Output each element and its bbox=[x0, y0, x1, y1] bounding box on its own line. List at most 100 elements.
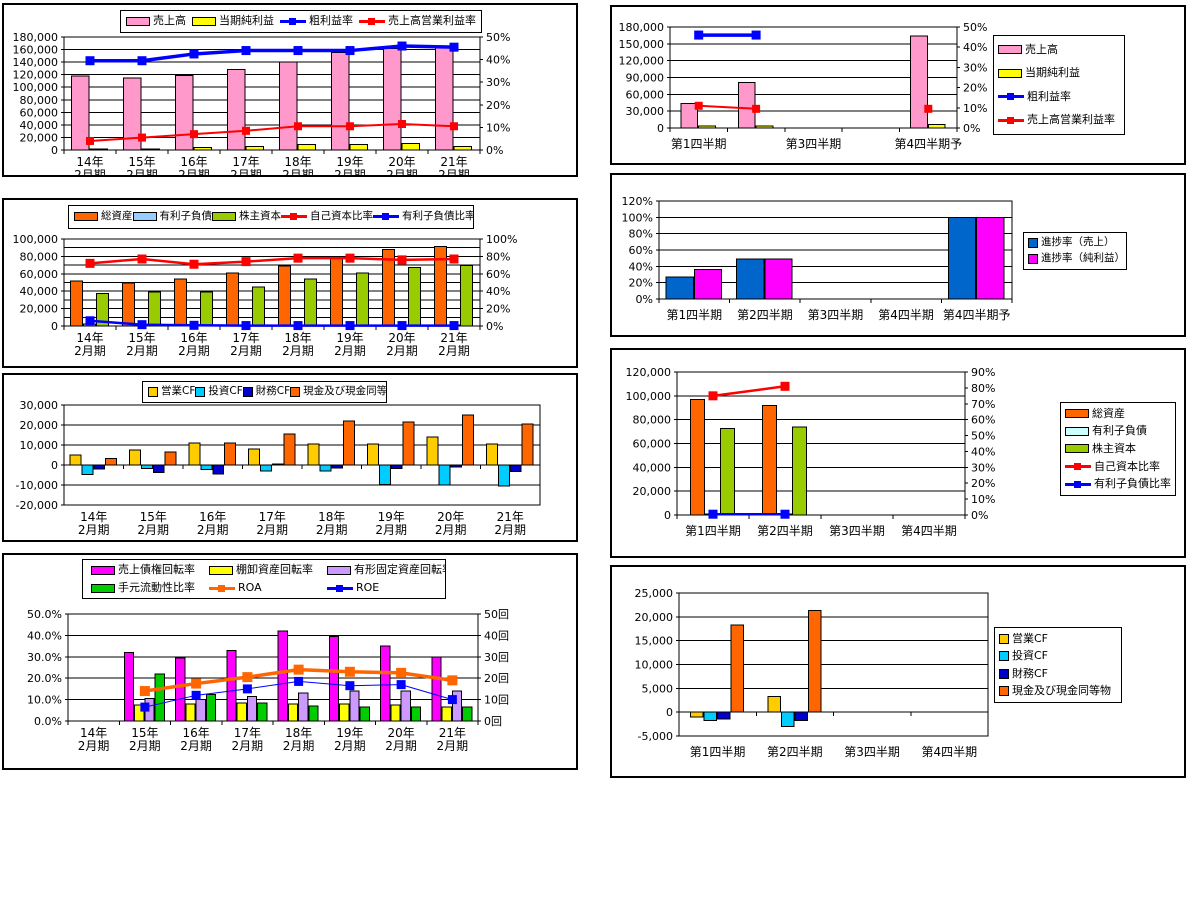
legend-item-有利子負債比率: 有利子負債比率 bbox=[1065, 478, 1171, 490]
svg-text:80,000: 80,000 bbox=[20, 94, 59, 107]
x-axis-ticks bbox=[63, 150, 481, 154]
legend-label: ROE bbox=[356, 580, 380, 594]
legend-key-icon bbox=[148, 386, 158, 397]
svg-text:18年: 18年 bbox=[284, 155, 311, 169]
svg-text:2月期: 2月期 bbox=[256, 523, 288, 537]
legend-item-株主資本: 株主資本 bbox=[212, 211, 281, 223]
legend-quarterly-progress-rate: 進捗率（売上） 進捗率（純利益） bbox=[1023, 232, 1127, 270]
svg-text:150,000: 150,000 bbox=[619, 38, 665, 51]
svg-text:60,000: 60,000 bbox=[626, 88, 665, 101]
legend-key-icon bbox=[290, 386, 301, 397]
svg-text:2月期: 2月期 bbox=[197, 523, 229, 537]
svg-text:20%: 20% bbox=[486, 99, 510, 112]
bars-現金及び現金同等物 bbox=[730, 610, 822, 713]
x-axis-ticks bbox=[669, 128, 958, 132]
left-axis-labels: 100,000 80,000 60,000 40,000 20,000 0 bbox=[13, 233, 64, 333]
svg-text:第3四半期: 第3四半期 bbox=[844, 745, 900, 759]
legend-item-営業CF: 営業CF bbox=[148, 386, 195, 398]
legend-key-icon bbox=[1065, 462, 1091, 471]
legend-label: 現金及び現金同等物 bbox=[1012, 684, 1111, 698]
x-axis-labels: 14年2月期15年2月期16年2月期17年2月期18年2月期19年2月期20年2… bbox=[78, 510, 526, 537]
left-axis-labels: 25,000 20,000 15,000 10,000 5,000 0 -5,000 bbox=[635, 587, 679, 743]
left-axis-labels: 30,000 20,000 10,000 0 -10,000 -20,000 bbox=[16, 399, 64, 512]
svg-text:80%: 80% bbox=[629, 228, 653, 241]
line-粗利益率 bbox=[694, 30, 761, 40]
svg-text:2月期: 2月期 bbox=[178, 344, 210, 358]
svg-text:30回: 30回 bbox=[484, 651, 509, 664]
svg-text:18年: 18年 bbox=[284, 331, 311, 345]
legend-label: 投資CF bbox=[208, 385, 243, 398]
svg-text:60%: 60% bbox=[486, 268, 510, 281]
chart-svg-annual-efficiency-ratios: 50.0% 40.0% 30.0% 20.0% 10.0% 0.0% 50回 40回 30回 20… bbox=[27, 608, 509, 753]
legend-label: 進捗率（純利益） bbox=[1041, 252, 1125, 265]
right-axis-labels: 50回 40回 30回 20回 10回 0回 bbox=[478, 608, 509, 728]
legend-key-icon bbox=[999, 686, 1009, 697]
line-自己資本比率 bbox=[85, 253, 459, 269]
legend-key-icon bbox=[209, 565, 233, 575]
svg-text:21年: 21年 bbox=[439, 726, 466, 740]
svg-text:2月期: 2月期 bbox=[283, 739, 315, 753]
bars-営業CF bbox=[69, 436, 498, 466]
right-axis-labels: 90% 80% 70% 60% 50% 40% 30% 20% 10% 0% bbox=[965, 366, 995, 522]
legend-annual-cash-flow: 営業CF 投資CF 財務CF 現金及び現金同等物 bbox=[142, 381, 387, 403]
legend-label: 有利子負債 bbox=[159, 210, 213, 223]
svg-text:120,000: 120,000 bbox=[13, 69, 59, 82]
legend-label: 粗利益率 bbox=[1027, 89, 1071, 103]
svg-text:21年: 21年 bbox=[440, 331, 467, 345]
bars-進捗率（純利益） bbox=[693, 216, 1005, 300]
legend-item-有利子負債: 有利子負債 bbox=[132, 210, 213, 223]
svg-text:100%: 100% bbox=[622, 211, 653, 224]
svg-text:60%: 60% bbox=[971, 414, 995, 427]
svg-text:10%: 10% bbox=[963, 102, 987, 115]
legend-item-売上高: 売上高 bbox=[126, 15, 186, 27]
legend-label: 株主資本 bbox=[1092, 441, 1136, 455]
svg-text:14年: 14年 bbox=[80, 726, 107, 740]
svg-text:30%: 30% bbox=[486, 76, 510, 89]
svg-text:40%: 40% bbox=[629, 260, 653, 273]
chart-svg-annual-balance-sheet: 100,000 80,000 60,000 40,000 20,000 0 100% 80% 6… bbox=[13, 233, 518, 358]
svg-text:80,000: 80,000 bbox=[633, 414, 672, 427]
svg-text:21年: 21年 bbox=[440, 155, 467, 169]
svg-text:第1四半期: 第1四半期 bbox=[685, 524, 741, 538]
legend-label: 有利子負債 bbox=[1092, 424, 1147, 438]
legend-quarterly-sales-profit: 売上高 当期純利益 粗利益率 売上高営業利益率 bbox=[993, 35, 1125, 135]
legend-label: 粗利益率 bbox=[309, 14, 353, 28]
svg-text:20.0%: 20.0% bbox=[27, 672, 62, 685]
legend-key-icon bbox=[132, 212, 157, 222]
svg-text:0%: 0% bbox=[636, 293, 653, 306]
legend-label: 自己資本比率 bbox=[310, 210, 373, 223]
svg-text:50%: 50% bbox=[963, 21, 987, 34]
svg-text:60%: 60% bbox=[629, 244, 653, 257]
bars-売上高 bbox=[680, 35, 928, 129]
legend-item-当期純利益: 当期純利益 bbox=[192, 15, 274, 27]
legend-key-icon bbox=[1028, 253, 1038, 264]
legend-label: 売上高営業利益率 bbox=[388, 14, 476, 28]
legend-item-売上債権回転率: 売上債権回転率 bbox=[91, 563, 195, 576]
legend-label: 自己資本比率 bbox=[1094, 459, 1160, 473]
svg-text:第2四半期: 第2四半期 bbox=[737, 308, 793, 322]
svg-text:20回: 20回 bbox=[484, 672, 509, 685]
legend-key-icon bbox=[998, 92, 1024, 101]
svg-text:-20,000: -20,000 bbox=[16, 499, 58, 512]
legend-item-現金及び現金同等物: 現金及び現金同等物 bbox=[290, 386, 386, 398]
line-粗利益率 bbox=[85, 41, 459, 66]
svg-text:30,000: 30,000 bbox=[626, 105, 665, 118]
svg-text:20,000: 20,000 bbox=[20, 303, 59, 316]
legend-item-財務CF: 財務CF bbox=[242, 386, 290, 398]
svg-text:14年: 14年 bbox=[80, 510, 107, 524]
x-axis-ticks bbox=[67, 721, 479, 725]
svg-text:2月期: 2月期 bbox=[178, 168, 210, 175]
svg-text:0回: 0回 bbox=[484, 715, 502, 728]
right-axis-labels: 50% 40% 30% 20% 10% 0% bbox=[480, 31, 510, 157]
x-axis-labels: 14年2月期15年2月期16年2月期17年2月期18年2月期19年2月期20年2… bbox=[74, 331, 470, 358]
svg-text:2月期: 2月期 bbox=[137, 523, 169, 537]
legend-key-icon bbox=[998, 116, 1024, 125]
legend-item-ROA: ROA bbox=[209, 581, 313, 594]
svg-text:17年: 17年 bbox=[232, 155, 259, 169]
svg-text:0: 0 bbox=[657, 122, 664, 135]
svg-text:第1四半期: 第1四半期 bbox=[690, 745, 746, 759]
svg-text:140,000: 140,000 bbox=[13, 56, 59, 69]
svg-text:15,000: 15,000 bbox=[635, 635, 674, 648]
svg-text:20,000: 20,000 bbox=[20, 131, 59, 144]
svg-text:20年: 20年 bbox=[388, 331, 415, 345]
